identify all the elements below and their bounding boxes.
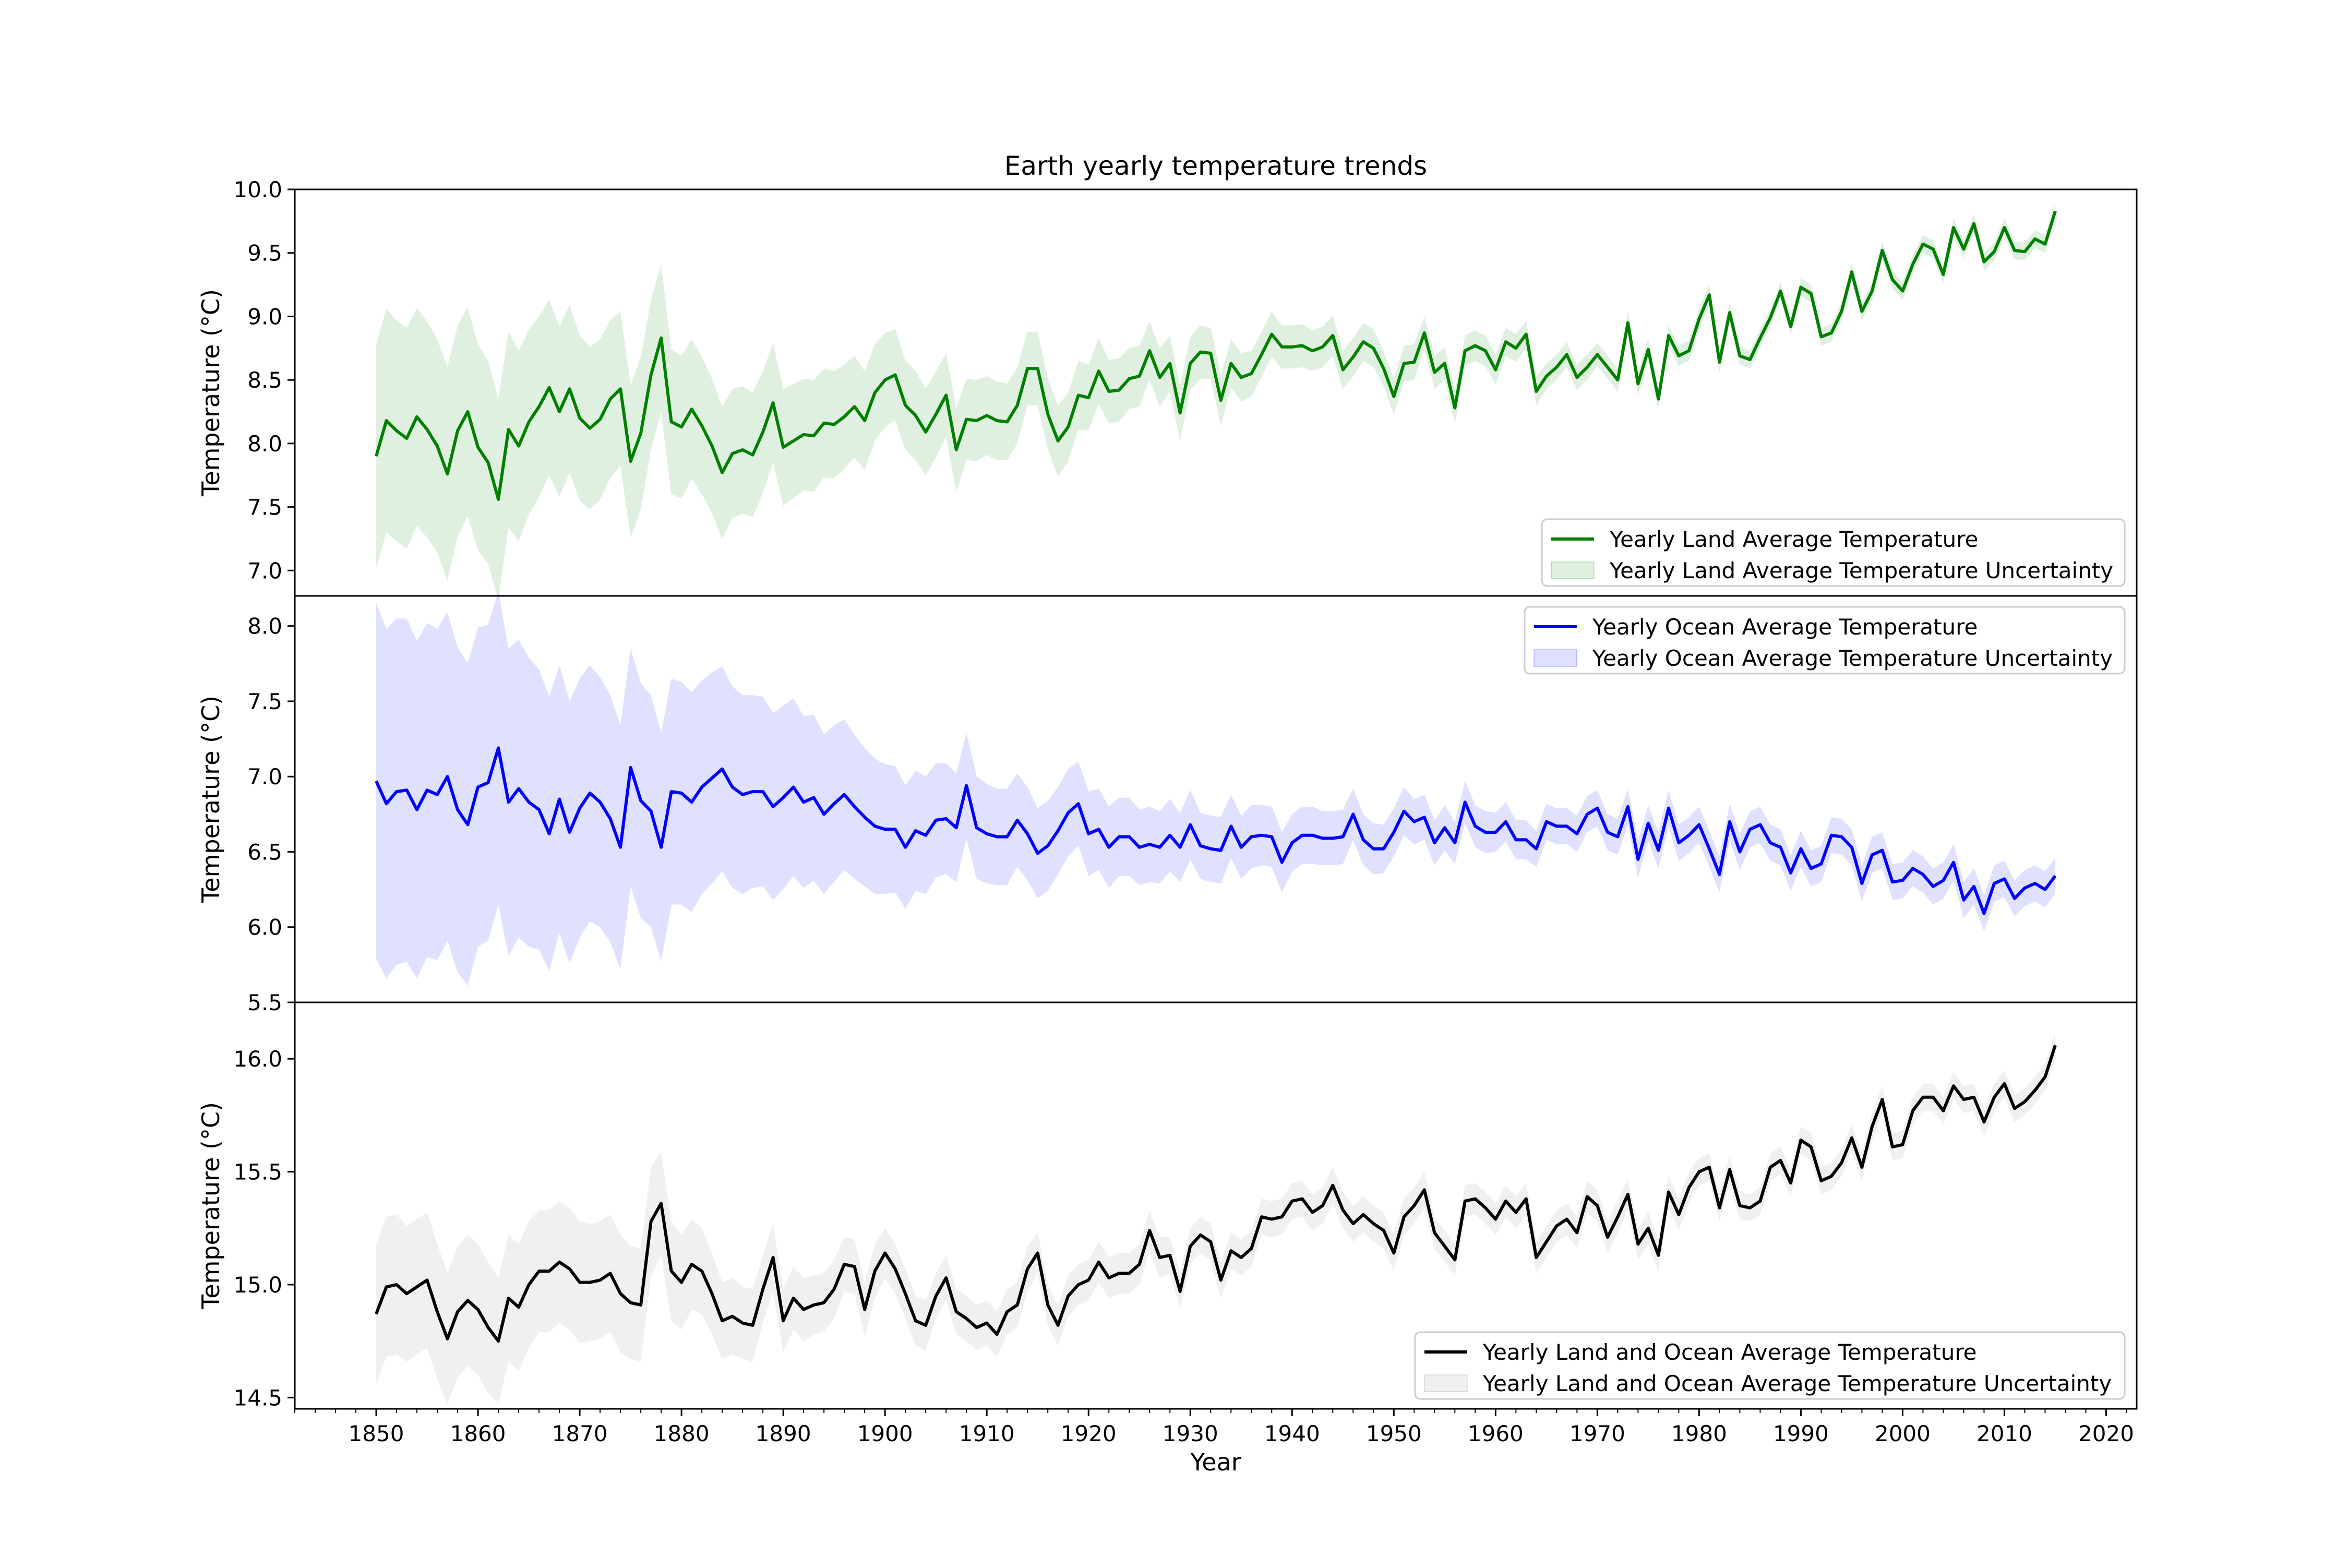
y-tick-label: 15.0 [233,1272,282,1298]
x-tick-label: 1860 [450,1421,506,1446]
chart-title: Earth yearly temperature trends [1004,151,1427,181]
x-tick-label: 2020 [2078,1421,2134,1446]
panel-land: 7.0 7.5 8.0 8.5 9.0 9.5 10.0 Temperature (°C) Ye… [197,177,2138,600]
y-tick-label: 7.5 [247,495,282,520]
y-tick-label: 7.5 [247,689,282,714]
x-tick-label: 1990 [1773,1421,1829,1446]
y-axis-label-land: Temperature (°C) [197,289,225,497]
y-tick-label: 9.5 [247,241,282,266]
y-tick-label: 8.0 [247,431,282,457]
panel-ocean: 5.5 6.0 6.5 7.0 7.5 8.0 Temperature (°C) Yearly… [197,591,2138,1015]
legend-label-band: Yearly Ocean Average Temperature Uncerta… [1592,645,2113,671]
legend-band-swatch [1551,561,1595,579]
y-tick-label: 5.5 [247,990,282,1015]
y-tick-label: 15.5 [233,1159,282,1185]
y-tick-label: 16.0 [233,1046,282,1072]
x-axis-label: Year [1190,1448,1241,1476]
y-tick-label: 8.5 [247,367,282,393]
legend-box [1524,606,2126,675]
uncertainty-band-land-ocean [376,1032,2055,1405]
legend-label-mean: Yearly Land and Ocean Average Temperatur… [1482,1339,1977,1365]
series-line-land-ocean [375,1045,2057,1343]
legend-box [1541,518,2126,587]
x-tick-label: 1920 [1061,1421,1117,1446]
x-tick-label: 1940 [1264,1421,1320,1446]
legend-label-mean: Yearly Ocean Average Temperature [1592,614,1978,640]
x-tick-label: 2000 [1875,1421,1931,1446]
legend-box [1414,1331,2126,1400]
x-tick-label: 1930 [1163,1421,1218,1446]
y-axis-label-land-ocean: Temperature (°C) [197,1102,225,1310]
panel-frame-land-ocean [294,1001,2138,1410]
legend-ocean: Yearly Ocean Average Temperature Yearly O… [1524,606,2126,675]
x-tick-label: 1960 [1468,1421,1524,1446]
series-line-ocean [375,746,2057,915]
x-tick-label: 1910 [959,1421,1015,1446]
x-tick-label: 1970 [1570,1421,1625,1446]
uncertainty-band-land [376,202,2055,600]
x-tick-label: 1880 [654,1421,710,1446]
legend-land: Yearly Land Average Temperature Yearly La… [1541,518,2126,587]
panel-land-ocean: 14.5 15.0 15.5 16.0 Temperature (°C) Yearly L… [197,1001,2138,1410]
x-tick-label: 1900 [857,1421,913,1446]
y-tick-label: 14.5 [233,1385,282,1410]
y-tick-label: 8.0 [247,614,282,639]
x-tick-label: 1850 [349,1421,404,1446]
y-tick-label: 6.5 [247,839,282,865]
y-tick-label: 7.0 [247,764,282,789]
series-line-land [375,210,2057,501]
legend-label-band: Yearly Land Average Temperature Uncertai… [1609,558,2113,583]
legend-band-swatch [1424,1374,1468,1392]
legend-band-swatch [1534,649,1577,667]
x-tick-label: 1870 [552,1421,608,1446]
legend-label-mean: Yearly Land Average Temperature [1609,526,1978,552]
y-tick-label: 6.0 [247,915,282,940]
uncertainty-band-ocean [376,591,2055,986]
y-tick-label: 7.0 [247,558,282,583]
x-tick-label: 2010 [1976,1421,2032,1446]
x-tick-label: 1980 [1671,1421,1727,1446]
legend-label-band: Yearly Land and Ocean Average Temperatur… [1482,1371,2112,1396]
y-tick-label: 9.0 [247,304,282,329]
legend-land-ocean: Yearly Land and Ocean Average Temperatur… [1414,1331,2126,1400]
x-tick-label: 1890 [756,1421,811,1446]
y-axis-label-ocean: Temperature (°C) [197,696,225,903]
y-tick-label: 10.0 [233,177,282,202]
x-tick-label: 1950 [1366,1421,1422,1446]
